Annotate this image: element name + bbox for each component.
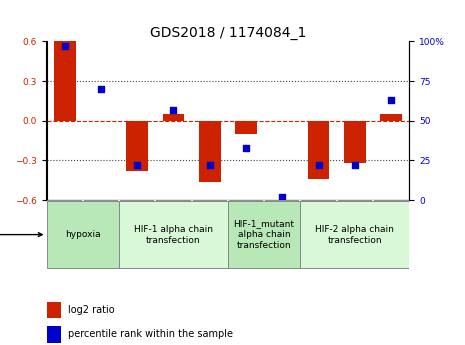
Point: [351, 162, 359, 168]
Text: GSM36484: GSM36484: [133, 200, 142, 243]
Point: [170, 107, 177, 112]
Bar: [228, 200, 264, 202]
Bar: [199, 121, 220, 181]
Text: GSM36485: GSM36485: [169, 200, 178, 243]
Text: HIF-1 alpha chain
transfection: HIF-1 alpha chain transfection: [134, 225, 213, 245]
FancyBboxPatch shape: [119, 201, 228, 268]
Bar: [344, 121, 365, 163]
Bar: [126, 121, 148, 171]
Text: GSM36483: GSM36483: [96, 200, 106, 243]
Bar: [264, 200, 300, 202]
Text: GSM36491: GSM36491: [386, 200, 396, 243]
Bar: [235, 121, 257, 134]
Text: HIF-2 alpha chain
transfection: HIF-2 alpha chain transfection: [315, 225, 394, 245]
Point: [133, 162, 141, 168]
Bar: [46, 200, 83, 202]
Point: [279, 194, 286, 200]
Point: [242, 145, 250, 150]
Bar: [192, 200, 228, 202]
Bar: [300, 200, 337, 202]
Bar: [380, 114, 402, 121]
Title: GDS2018 / 1174084_1: GDS2018 / 1174084_1: [150, 26, 306, 40]
Text: percentile rank within the sample: percentile rank within the sample: [68, 329, 233, 339]
Text: GSM36489: GSM36489: [314, 200, 323, 243]
Text: GSM36490: GSM36490: [350, 200, 359, 243]
Text: GSM36488: GSM36488: [278, 200, 287, 243]
Bar: [119, 200, 155, 202]
Bar: [308, 121, 329, 179]
Bar: [163, 114, 184, 121]
Bar: [83, 200, 119, 202]
Text: GSM36487: GSM36487: [241, 200, 251, 243]
Bar: [155, 200, 192, 202]
Bar: [54, 41, 75, 121]
FancyBboxPatch shape: [46, 201, 119, 268]
Point: [206, 162, 213, 168]
Text: log2 ratio: log2 ratio: [68, 305, 115, 315]
Point: [387, 97, 395, 103]
Text: GSM36482: GSM36482: [60, 200, 69, 243]
Bar: [373, 200, 409, 202]
Bar: [337, 200, 373, 202]
Text: GSM36486: GSM36486: [205, 200, 214, 243]
Point: [97, 86, 105, 92]
Bar: [46, 302, 61, 318]
FancyBboxPatch shape: [228, 201, 300, 268]
Bar: [46, 326, 61, 343]
Text: HIF-1_mutant
alpha chain
transfection: HIF-1_mutant alpha chain transfection: [233, 219, 295, 250]
Point: [61, 43, 68, 49]
Point: [315, 162, 322, 168]
Text: hypoxia: hypoxia: [65, 230, 100, 239]
FancyBboxPatch shape: [300, 201, 409, 268]
Text: protocol: protocol: [0, 230, 42, 239]
